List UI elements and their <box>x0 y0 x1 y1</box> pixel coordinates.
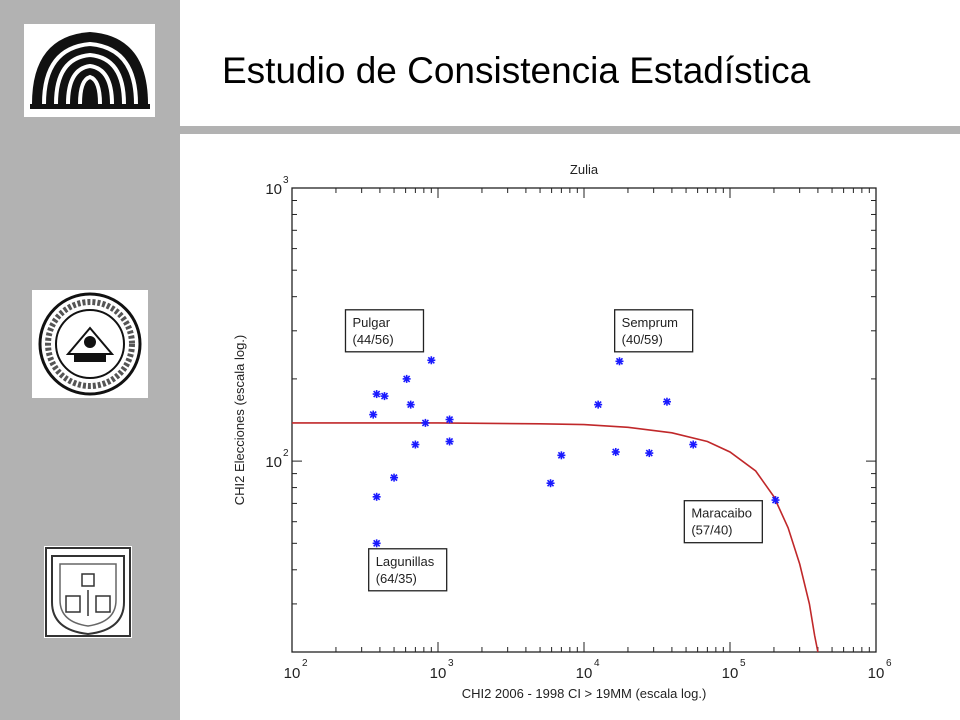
data-point <box>372 539 381 548</box>
ucv-seal-icon <box>38 292 142 396</box>
sidebar <box>0 0 180 720</box>
x-tick-exponent: 4 <box>594 658 600 669</box>
annotation-label: Pulgar <box>352 315 390 330</box>
data-point <box>771 496 780 505</box>
data-point <box>411 440 420 449</box>
annotation-label: Lagunillas <box>376 554 435 569</box>
annotation-box <box>344 309 425 353</box>
data-point <box>557 451 566 460</box>
x-tick-label: 10 <box>576 665 593 682</box>
y-tick-exponent: 3 <box>283 175 289 186</box>
annotation-label: Semprum <box>622 315 678 330</box>
ucab-seal-logo <box>44 546 132 638</box>
x-axis-label: CHI2 2006 - 1998 CI > 19MM (escala log.) <box>462 686 707 701</box>
data-point <box>390 473 399 482</box>
annotation-label: (44/56) <box>352 332 393 347</box>
dome-logo-icon <box>30 32 150 109</box>
annotation-label: Maracaibo <box>691 506 752 521</box>
x-tick-label: 10 <box>284 665 301 682</box>
data-point <box>421 418 430 427</box>
y-tick-exponent: 2 <box>283 448 289 459</box>
data-point <box>445 415 454 424</box>
annotation-box <box>683 500 763 544</box>
data-point <box>662 397 671 406</box>
data-point <box>546 479 555 488</box>
page-title: Estudio de Consistencia Estadística <box>222 50 811 91</box>
chart-title: Zulia <box>570 162 599 177</box>
data-point <box>594 400 603 409</box>
annotation-label: (57/40) <box>691 523 732 538</box>
data-point <box>427 356 436 365</box>
data-point <box>402 374 411 383</box>
data-point <box>645 449 654 458</box>
x-tick-exponent: 6 <box>886 658 892 669</box>
header-divider <box>180 126 960 134</box>
annotation-box <box>368 548 448 592</box>
annotation-box <box>614 309 694 353</box>
x-tick-label: 10 <box>868 665 885 682</box>
data-point <box>615 357 624 366</box>
y-tick-label: 10 <box>265 181 282 198</box>
x-tick-label: 10 <box>722 665 739 682</box>
y-tick-label: 10 <box>265 454 282 471</box>
data-point <box>369 410 378 419</box>
ucab-seal-icon <box>45 547 131 637</box>
annotation-label: (40/59) <box>622 332 663 347</box>
data-point <box>372 492 381 501</box>
x-tick-exponent: 5 <box>740 658 746 669</box>
x-tick-exponent: 3 <box>448 658 454 669</box>
data-point <box>372 390 381 399</box>
data-point <box>380 392 389 401</box>
annotation-label: (64/35) <box>376 571 417 586</box>
x-tick-label: 10 <box>430 665 447 682</box>
data-point <box>445 437 454 446</box>
university-dome-logo <box>24 24 155 117</box>
data-point <box>611 447 620 456</box>
data-point <box>689 440 698 449</box>
ucv-seal-logo <box>32 290 148 398</box>
y-axis-label: CHI2 Elecciones (escala log.) <box>232 335 247 506</box>
x-tick-exponent: 2 <box>302 658 308 669</box>
fit-curve <box>292 422 819 653</box>
data-point <box>406 400 415 409</box>
